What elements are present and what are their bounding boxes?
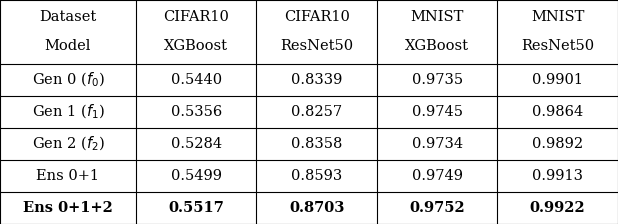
Text: Model: Model <box>44 39 91 54</box>
Text: 0.9901: 0.9901 <box>532 73 583 87</box>
Text: 0.8358: 0.8358 <box>291 137 342 151</box>
Text: Gen 0 ($f_0$): Gen 0 ($f_0$) <box>32 71 104 89</box>
Text: XGBoost: XGBoost <box>164 39 228 54</box>
Text: Ens 0+1: Ens 0+1 <box>36 169 99 183</box>
Text: 0.5284: 0.5284 <box>171 137 222 151</box>
Text: Gen 1 ($f_1$): Gen 1 ($f_1$) <box>32 103 104 121</box>
Text: Gen 2 ($f_2$): Gen 2 ($f_2$) <box>32 135 104 153</box>
Text: 0.9752: 0.9752 <box>409 201 465 215</box>
Text: 0.8339: 0.8339 <box>291 73 342 87</box>
Text: 0.9749: 0.9749 <box>412 169 463 183</box>
Text: CIFAR10: CIFAR10 <box>284 10 350 24</box>
Text: XGBoost: XGBoost <box>405 39 469 54</box>
Text: Dataset: Dataset <box>40 10 96 24</box>
Text: Ens 0+1+2: Ens 0+1+2 <box>23 201 113 215</box>
Text: 0.5440: 0.5440 <box>171 73 222 87</box>
Text: ResNet50: ResNet50 <box>521 39 595 54</box>
Text: 0.8703: 0.8703 <box>289 201 344 215</box>
Text: 0.9734: 0.9734 <box>412 137 463 151</box>
Text: 0.8593: 0.8593 <box>291 169 342 183</box>
Text: 0.8257: 0.8257 <box>291 105 342 119</box>
Text: 0.9864: 0.9864 <box>532 105 583 119</box>
Text: 0.9745: 0.9745 <box>412 105 463 119</box>
Text: 0.5499: 0.5499 <box>171 169 222 183</box>
Text: ResNet50: ResNet50 <box>280 39 353 54</box>
Text: 0.9913: 0.9913 <box>532 169 583 183</box>
Text: 0.9735: 0.9735 <box>412 73 463 87</box>
Text: 0.9922: 0.9922 <box>530 201 586 215</box>
Text: MNIST: MNIST <box>410 10 464 24</box>
Text: CIFAR10: CIFAR10 <box>163 10 229 24</box>
Text: 0.9892: 0.9892 <box>532 137 583 151</box>
Text: 0.5356: 0.5356 <box>171 105 222 119</box>
Text: 0.5517: 0.5517 <box>168 201 224 215</box>
Text: MNIST: MNIST <box>531 10 585 24</box>
